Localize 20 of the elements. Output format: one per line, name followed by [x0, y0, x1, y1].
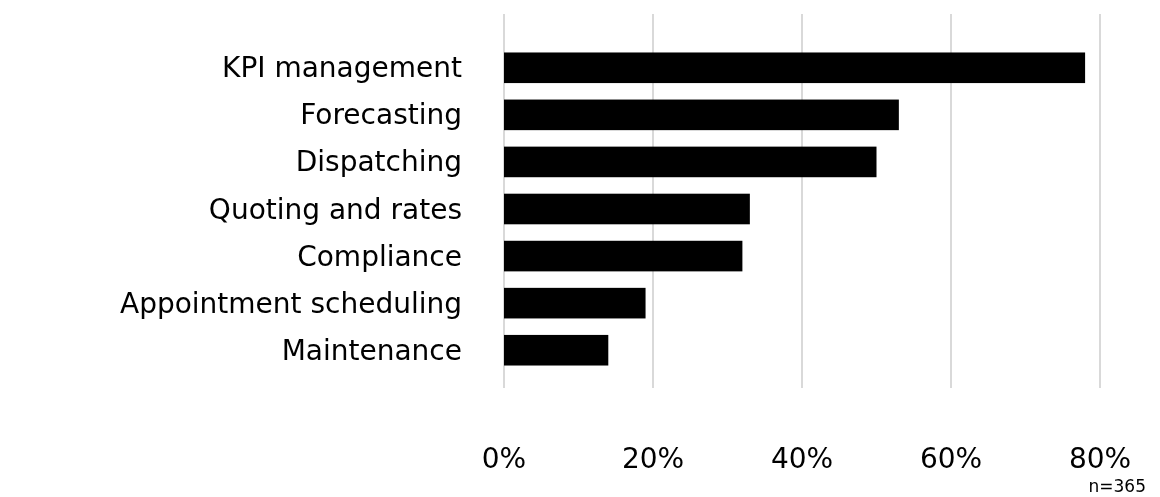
bar: [504, 287, 646, 319]
y-tick-label: Compliance: [297, 239, 462, 273]
bar: [504, 240, 743, 272]
x-tick-label: 0%: [481, 441, 527, 475]
bar: [504, 146, 877, 178]
x-tick-label: 80%: [1068, 441, 1132, 475]
bar: [504, 99, 899, 131]
y-tick-label: Dispatching: [295, 145, 462, 179]
y-tick-label: Forecasting: [300, 98, 462, 132]
bar: [504, 334, 609, 366]
x-tick-label: 40%: [770, 441, 834, 475]
bar: [504, 193, 750, 225]
y-tick-label: Quoting and rates: [208, 192, 462, 226]
bar: [504, 52, 1086, 84]
y-tick-label: KPI management: [222, 51, 463, 85]
y-tick-label: Appointment scheduling: [119, 286, 462, 320]
x-tick-label: 20%: [621, 441, 685, 475]
y-tick-label: Maintenance: [281, 333, 462, 367]
x-tick-label: 60%: [919, 441, 983, 475]
text: n=365: [1088, 476, 1146, 496]
